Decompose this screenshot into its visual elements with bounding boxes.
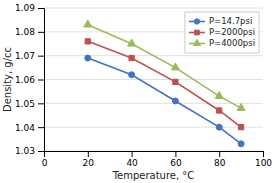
y-tick-mark: [38, 32, 44, 33]
plot: 0 20 40 60 80 100 1.03 1.04 1.05 1.06 1.07 1.08 1.09…: [15, 3, 272, 168]
x-tick: 20: [83, 151, 95, 168]
y-tick-mark: [38, 103, 44, 104]
y-axis-line: [38, 9, 45, 152]
x-tick-label: 0: [42, 158, 48, 168]
data-point: [128, 39, 136, 46]
series-line: [88, 58, 241, 144]
y-tick-mark: [38, 151, 44, 152]
x-tick-label: 60: [170, 158, 182, 168]
legend-item: P=4000psi: [189, 38, 255, 48]
x-tick-label: 100: [255, 158, 272, 168]
grid: [44, 8, 263, 151]
x-tick: 80: [214, 151, 226, 168]
x-axis-title: Temperature, °C: [112, 170, 195, 181]
x-axis: 0 20 40 60 80 100: [42, 151, 273, 168]
y-tick-mark: [38, 56, 44, 57]
data-point: [85, 39, 90, 44]
data-point: [238, 141, 244, 147]
data-point: [237, 103, 245, 110]
x-tick-label: 40: [126, 158, 138, 168]
y-tick-label: 1.06: [15, 75, 35, 85]
legend-marker: [194, 19, 199, 24]
y-tick-label: 1.09: [15, 3, 35, 13]
y-tick-label: 1.08: [15, 27, 35, 37]
legend-item: P=2000psi: [189, 27, 255, 37]
data-point: [216, 124, 222, 130]
data-point: [84, 20, 92, 27]
data-point: [85, 55, 91, 61]
grid-line: [44, 79, 263, 80]
y-tick: 1.06: [15, 75, 44, 85]
legend-marker: [193, 39, 200, 45]
x-tick: 100: [255, 151, 272, 168]
y-tick: 1.09: [15, 3, 44, 13]
x-tick-mark: [132, 151, 133, 157]
y-axis: 1.03 1.04 1.05 1.06 1.07 1.08 1.09: [15, 3, 45, 156]
y-tick-label: 1.07: [15, 51, 35, 61]
data-point: [171, 63, 179, 70]
x-tick: 40: [126, 151, 138, 168]
y-tick: 1.07: [15, 51, 44, 61]
data-point: [215, 92, 223, 99]
x-tick-mark: [175, 151, 176, 157]
data-point: [129, 55, 134, 60]
y-axis-title: Density, g/cc: [2, 47, 13, 112]
legend-marker: [195, 30, 200, 35]
legend-label: P=4000psi: [209, 38, 255, 48]
y-tick: 1.05: [15, 99, 44, 109]
y-tick: 1.04: [15, 123, 44, 133]
legend: P=14.7psiP=2000psiP=4000psi: [185, 12, 259, 53]
x-tick-mark: [88, 151, 89, 157]
data-point: [173, 79, 178, 84]
grid-line: [44, 127, 263, 128]
y-tick-mark: [38, 8, 44, 9]
x-tick-mark: [219, 151, 220, 157]
y-tick: 1.03: [15, 146, 44, 156]
data-point: [172, 98, 178, 104]
grid-line: [44, 8, 263, 9]
data-point: [238, 125, 243, 130]
legend-box: [185, 12, 259, 53]
legend-item: P=14.7psi: [189, 16, 252, 26]
legend-label: P=14.7psi: [209, 16, 252, 26]
y-tick-label: 1.03: [15, 146, 35, 156]
legend-label: P=2000psi: [209, 27, 255, 37]
x-tick: 0: [42, 151, 48, 168]
y-tick-label: 1.05: [15, 99, 35, 109]
data-point: [217, 108, 222, 113]
y-tick: 1.08: [15, 27, 44, 37]
x-tick: 60: [170, 151, 182, 168]
x-tick-mark: [263, 151, 264, 157]
series-line: [88, 41, 241, 127]
y-tick-mark: [38, 80, 44, 81]
y-tick-label: 1.04: [15, 123, 35, 133]
y-tick-mark: [38, 127, 44, 128]
x-tick-label: 80: [214, 158, 226, 168]
x-axis-line: [45, 152, 264, 158]
chart: 0 20 40 60 80 100 1.03 1.04 1.05 1.06 1.07 1.08 1.09…: [0, 0, 275, 183]
data-point: [129, 72, 135, 78]
x-tick-label: 20: [83, 158, 95, 168]
